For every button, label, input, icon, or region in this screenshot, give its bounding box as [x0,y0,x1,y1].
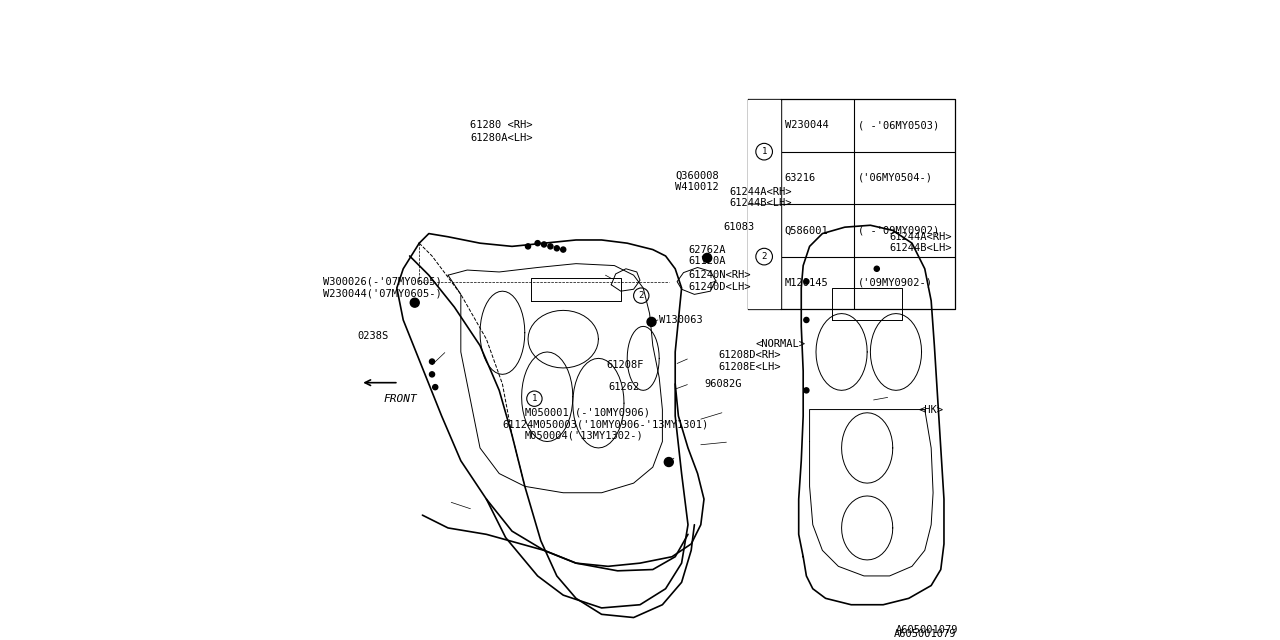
Circle shape [561,247,566,252]
Text: 96082G: 96082G [704,379,741,389]
Text: Q360008: Q360008 [675,171,719,181]
Text: 61240N<RH>: 61240N<RH> [689,270,751,280]
Text: 61280 <RH>: 61280 <RH> [471,120,532,130]
Text: 2: 2 [639,291,644,300]
Text: FRONT: FRONT [384,394,417,404]
Text: 61124M050003('10MY0906-'13MY1301): 61124M050003('10MY0906-'13MY1301) [503,419,709,429]
Text: Q586001: Q586001 [785,225,828,236]
Circle shape [804,279,809,284]
Circle shape [430,372,435,377]
Circle shape [874,266,879,271]
FancyBboxPatch shape [748,205,780,308]
Text: 61244A<RH>: 61244A<RH> [890,232,952,242]
Text: 61240D<LH>: 61240D<LH> [689,282,751,292]
Text: 0238S: 0238S [357,331,388,341]
Circle shape [554,246,559,251]
Text: A605001079: A605001079 [895,628,956,639]
Text: 61244B<LH>: 61244B<LH> [730,198,792,209]
Circle shape [433,385,438,390]
Text: W230044('07MY0605-): W230044('07MY0605-) [324,288,442,298]
Circle shape [541,242,547,247]
Text: 61083: 61083 [723,222,754,232]
Circle shape [664,458,673,467]
Text: M050001 (-'10MY0906): M050001 (-'10MY0906) [525,408,650,418]
Text: 2: 2 [762,252,767,261]
Text: 61262: 61262 [608,382,639,392]
Text: W300026(-'07MY0605): W300026(-'07MY0605) [324,276,442,287]
Text: A605001079: A605001079 [896,625,959,635]
Text: 61208E<LH>: 61208E<LH> [718,362,781,372]
Circle shape [703,253,712,262]
Circle shape [804,388,809,393]
Text: 61244A<RH>: 61244A<RH> [730,187,792,197]
Text: 61244B<LH>: 61244B<LH> [890,243,952,253]
Text: ( -'06MY0503): ( -'06MY0503) [858,120,940,131]
Text: M050004('13MY1302-): M050004('13MY1302-) [525,431,644,441]
Text: ( -'09MY0902): ( -'09MY0902) [858,225,940,236]
Text: M120145: M120145 [785,278,828,288]
Text: 1: 1 [762,147,767,156]
Text: <HK>: <HK> [918,404,943,415]
Text: W130063: W130063 [659,315,703,325]
Circle shape [646,317,655,326]
Text: 61208F: 61208F [607,360,644,370]
Circle shape [535,241,540,246]
Circle shape [430,359,435,364]
FancyBboxPatch shape [748,100,780,204]
Text: W410012: W410012 [675,182,719,193]
Text: W230044: W230044 [785,120,828,131]
Text: <NORMAL>: <NORMAL> [755,339,805,349]
Text: 61208D<RH>: 61208D<RH> [718,350,781,360]
Text: 1: 1 [531,394,538,403]
Text: 62762A: 62762A [689,244,726,255]
Text: 63216: 63216 [785,173,815,183]
Text: ('06MY0504-): ('06MY0504-) [858,173,933,183]
Circle shape [526,244,531,249]
Text: 61120A: 61120A [689,256,726,266]
Text: 61280A<LH>: 61280A<LH> [471,132,532,143]
Circle shape [804,317,809,323]
Circle shape [411,298,420,307]
Text: ('09MY0902-): ('09MY0902-) [858,278,933,288]
Circle shape [548,244,553,249]
